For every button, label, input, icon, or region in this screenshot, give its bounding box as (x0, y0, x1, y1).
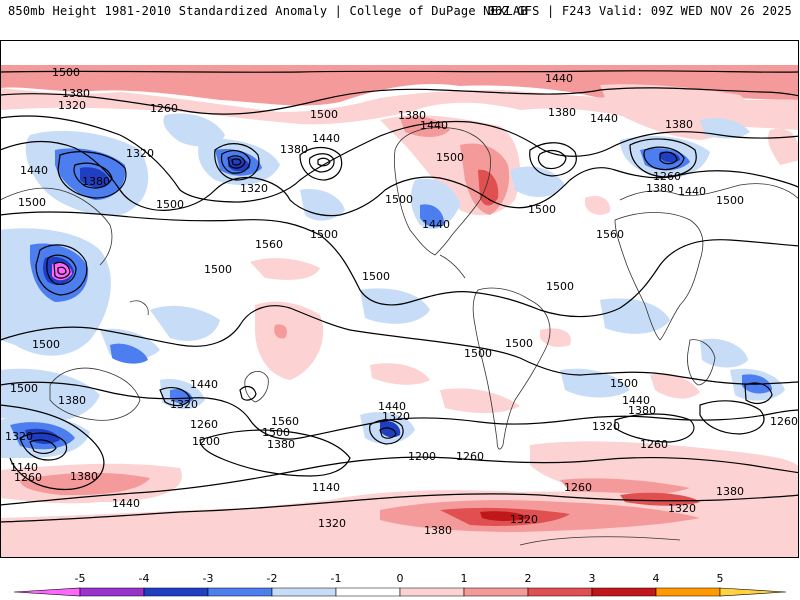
colorbar-segment (655, 587, 721, 597)
contour-label: 1260 (150, 102, 178, 115)
contour-label: 1320 (382, 410, 410, 423)
colorbar-tick-label: -3 (203, 572, 214, 585)
contour-label: 1320 (318, 517, 346, 530)
colorbar-segment (79, 587, 145, 597)
contour-label: 1500 (385, 193, 413, 206)
contour-label: 1320 (126, 147, 154, 160)
contour-label: 1320 (592, 420, 620, 433)
colorbar-tick-label: -1 (331, 572, 342, 585)
colorbar-segment (527, 587, 593, 597)
contour-label: 1200 (192, 435, 220, 448)
colorbar-segment (335, 587, 401, 597)
contour-label: 1500 (546, 280, 574, 293)
model-run-valid-time: 06Z GFS | F243 Valid: 09Z WED NOV 26 202… (487, 4, 792, 18)
weather-map: 1500 1380 1320 1260 1440 1500 1380 1320 … (0, 40, 799, 558)
contour-label: 1500 (204, 263, 232, 276)
contour-label: 1260 (564, 481, 592, 494)
contour-label: 1260 (653, 170, 681, 183)
contour-label: 1380 (398, 109, 426, 122)
colorbar-segment (399, 587, 465, 597)
contour-label: 1560 (255, 238, 283, 251)
colorbar-segment (463, 587, 529, 597)
contour-label: 1500 (610, 377, 638, 390)
colorbar-segment (143, 587, 209, 597)
contour-label: 1500 (156, 198, 184, 211)
contour-label: 1440 (312, 132, 340, 145)
colorbar-segment (207, 587, 273, 597)
map-frame (0, 40, 799, 558)
contour-label: 1380 (646, 182, 674, 195)
contour-label: 1500 (464, 347, 492, 360)
contour-label: 1320 (5, 430, 33, 443)
contour-label: 1440 (378, 400, 406, 413)
contour-label: 1440 (190, 378, 218, 391)
colorbar-tick-label: -4 (139, 572, 150, 585)
contour-label: 1500 (716, 194, 744, 207)
contour-label: 1260 (456, 450, 484, 463)
contour-label: 1380 (62, 87, 90, 100)
colorbar-bar (13, 587, 787, 597)
contour-label: 1500 (52, 66, 80, 79)
contour-label: 1440 (545, 72, 573, 85)
contour-label: 1380 (82, 175, 110, 188)
contour-label: 1380 (58, 394, 86, 407)
contour-label: 1500 (362, 270, 390, 283)
contour-label: 1380 (628, 404, 656, 417)
contour-label: 1380 (70, 470, 98, 483)
contour-label: 1500 (310, 108, 338, 121)
contour-label: 1320 (510, 513, 538, 526)
contour-label: 1320 (668, 502, 696, 515)
contour-label: 1380 (716, 485, 744, 498)
map-title: 850mb Height 1981-2010 Standardized Anom… (8, 4, 528, 18)
contour-label: 1560 (271, 415, 299, 428)
colorbar-ticks: -5 -4 -3 -2 -1 0 1 2 3 4 5 (75, 572, 724, 585)
contour-label: 1560 (596, 228, 624, 241)
contour-label: 1260 (190, 418, 218, 431)
colorbar-tick-label: 5 (717, 572, 724, 585)
contour-label: 1320 (170, 398, 198, 411)
contour-label: 1440 (20, 164, 48, 177)
contour-label: 1380 (665, 118, 693, 131)
contour-label: 1380 (424, 524, 452, 537)
contour-label: 1500 (10, 382, 38, 395)
height-contours (0, 70, 799, 523)
colorbar-tick-label: 0 (397, 572, 404, 585)
contour-label: 1500 (436, 151, 464, 164)
contour-label: 1260 (14, 471, 42, 484)
contour-label: 1320 (240, 182, 268, 195)
colorbar-tick-label: 3 (589, 572, 596, 585)
colorbar-segment (591, 587, 657, 597)
contour-label: 1380 (280, 143, 308, 156)
contour-label: 1500 (528, 203, 556, 216)
colorbar-tick-label: 2 (525, 572, 532, 585)
contour-label: 1440 (590, 112, 618, 125)
contour-label: 1380 (267, 438, 295, 451)
contour-labels: 1500 1380 1320 1260 1440 1500 1380 1320 … (5, 66, 798, 537)
contour-label: 1500 (262, 426, 290, 439)
contour-label: 1200 (408, 450, 436, 463)
contour-label: 1380 (548, 106, 576, 119)
contour-label: 1500 (18, 196, 46, 209)
contour-label: 1320 (58, 99, 86, 112)
contour-label: 1140 (10, 461, 38, 474)
contour-label: 1440 (622, 394, 650, 407)
contour-label: 1500 (310, 228, 338, 241)
colorbar-tick-label: 4 (653, 572, 660, 585)
contour-label: 1260 (640, 438, 668, 451)
contour-label: 1440 (422, 218, 450, 231)
colorbar-segment (271, 587, 337, 597)
contour-label: 1260 (770, 415, 798, 428)
contour-label: 1140 (312, 481, 340, 494)
colorbar-tick-label: -2 (267, 572, 278, 585)
colorbar-segment (719, 587, 787, 597)
colorbar: -5 -4 -3 -2 -1 0 1 2 3 4 5 (13, 572, 787, 597)
contour-label: 1500 (32, 338, 60, 351)
colorbar-segment (13, 587, 81, 597)
colorbar-tick-label: -5 (75, 572, 86, 585)
colorbar-tick-label: 1 (461, 572, 468, 585)
contour-label: 1440 (420, 119, 448, 132)
contour-label: 1500 (505, 337, 533, 350)
contour-label: 1440 (112, 497, 140, 510)
contour-label: 1440 (678, 185, 706, 198)
